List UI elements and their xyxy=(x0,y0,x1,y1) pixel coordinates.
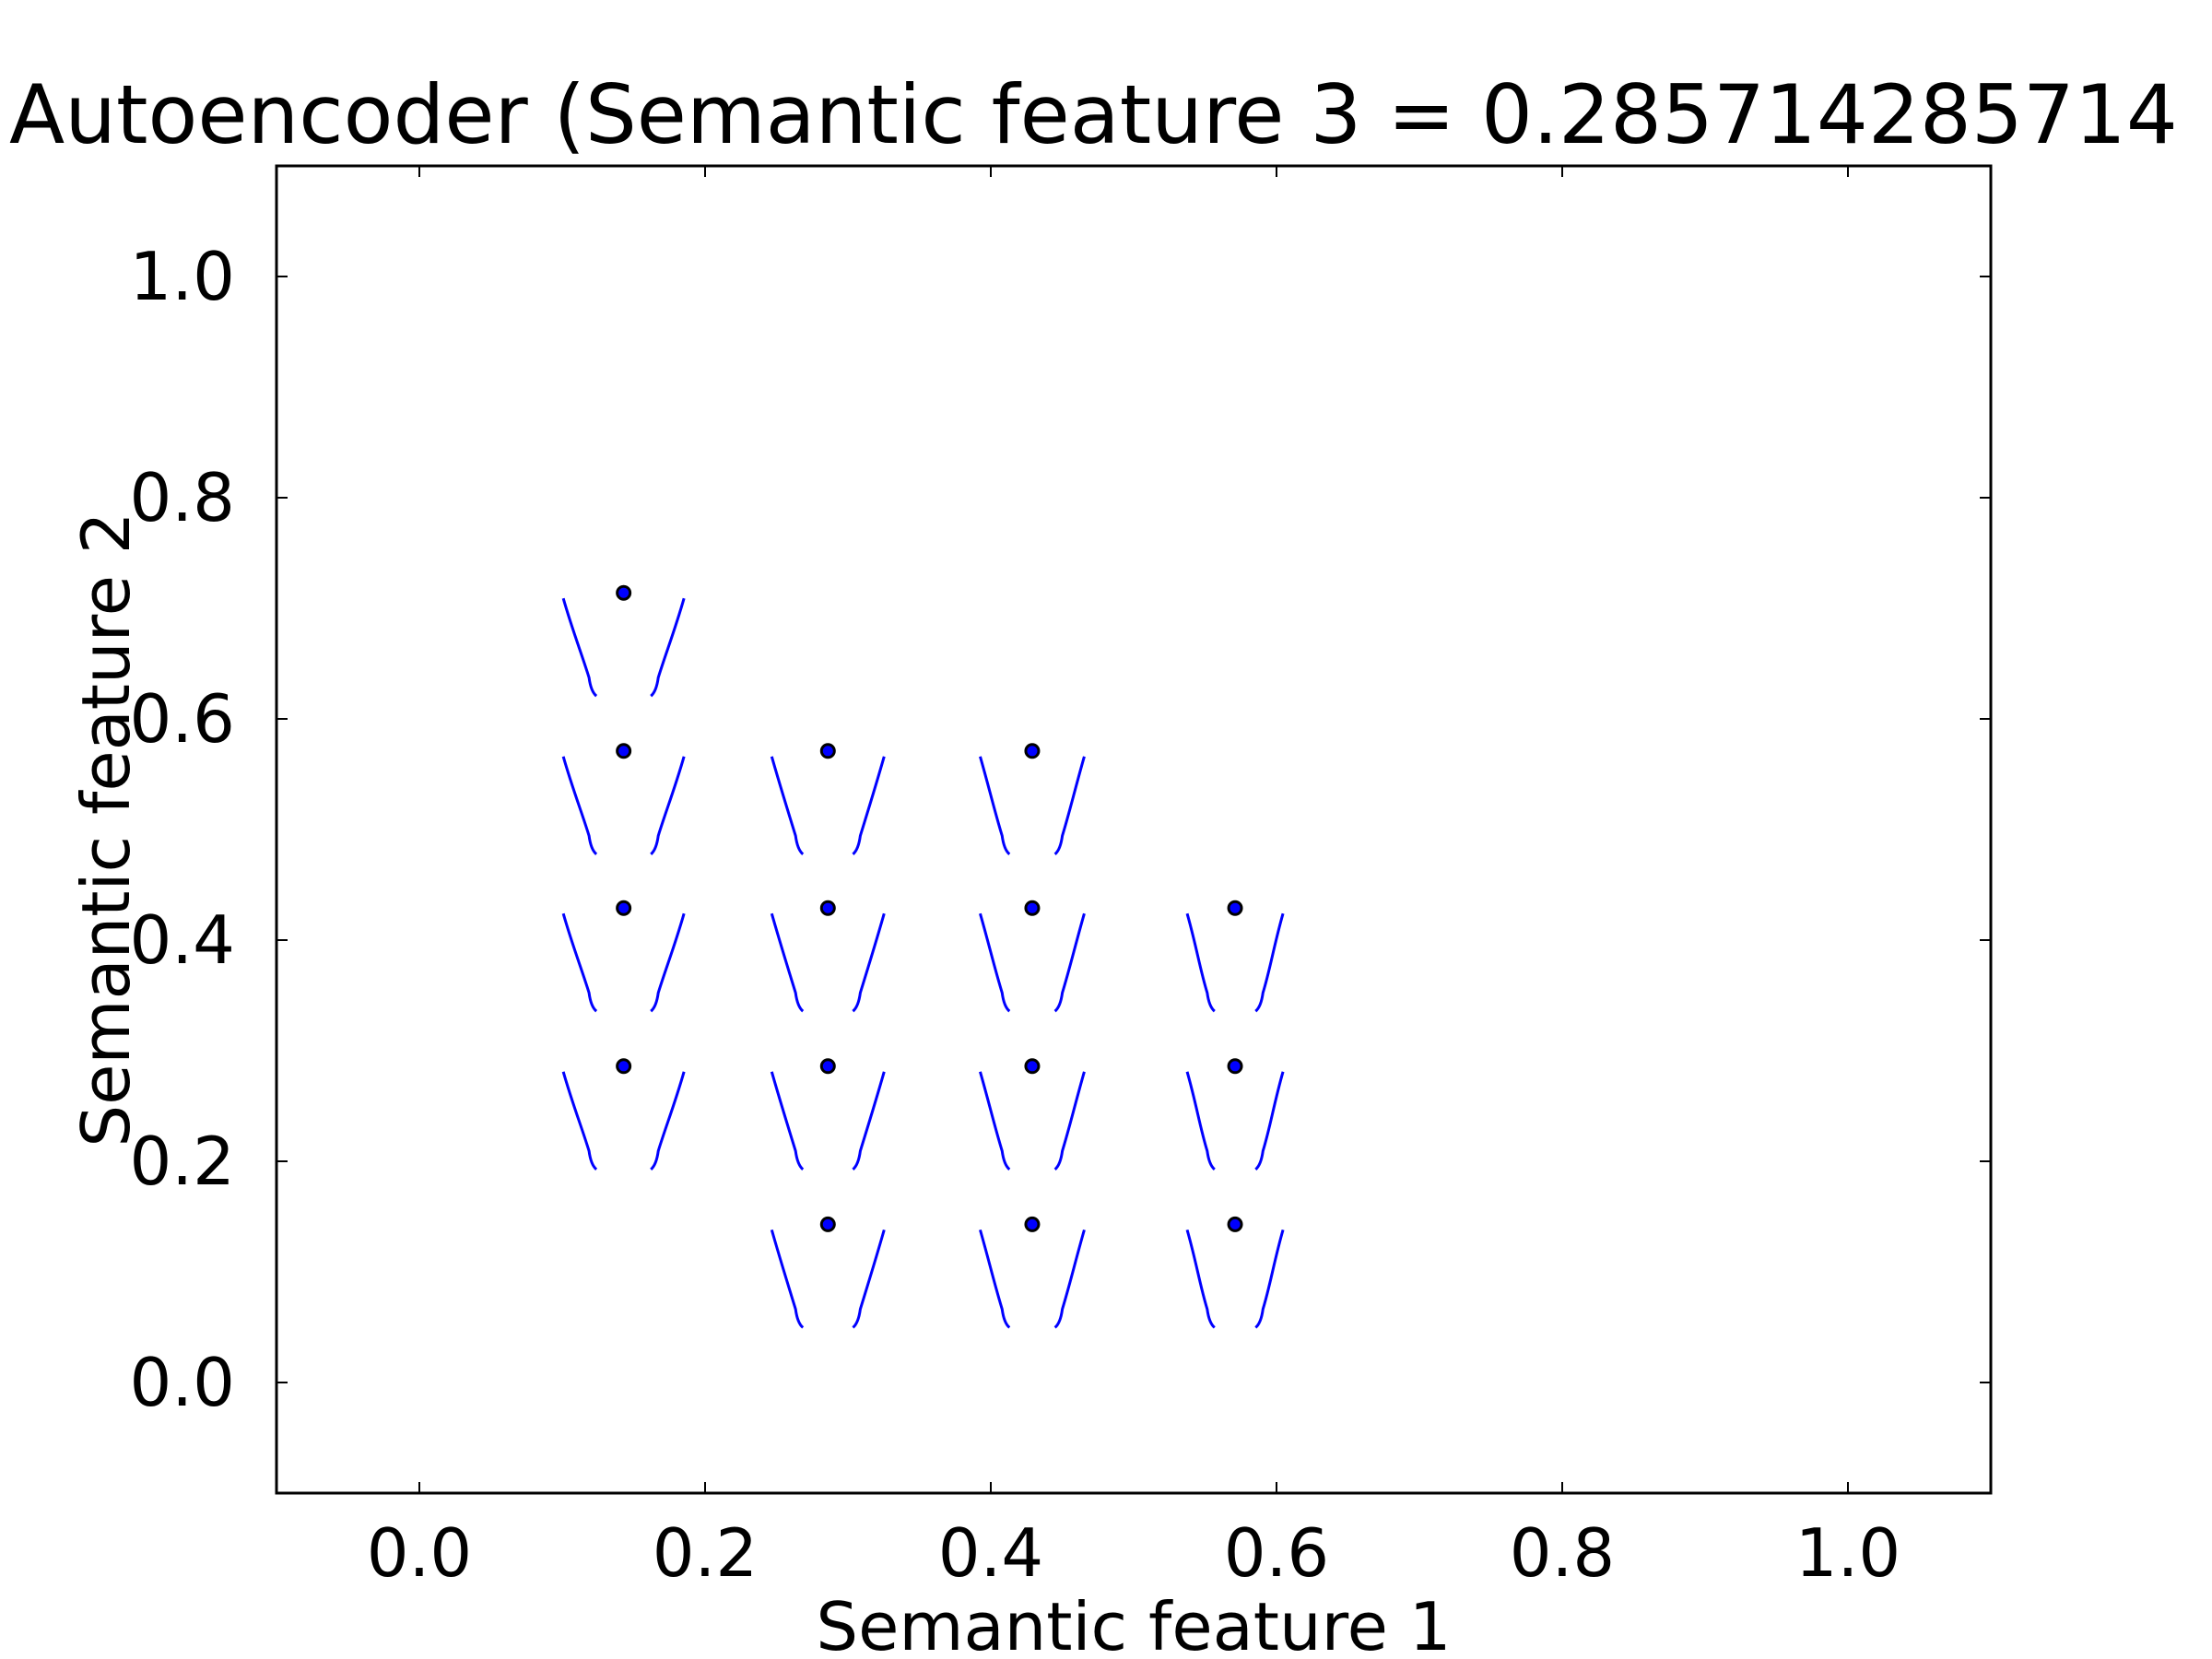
contour-left-stroke xyxy=(770,912,805,1013)
y-tick-label: 0.2 xyxy=(129,1123,235,1200)
data-point xyxy=(819,1216,836,1232)
contour-glyph xyxy=(979,1229,1086,1329)
x-axis-label: Semantic feature 1 xyxy=(816,1588,1451,1659)
contour-left-stroke xyxy=(561,597,598,698)
contour-left-stroke xyxy=(979,756,1011,855)
data-point xyxy=(616,743,632,759)
contour-right-stroke xyxy=(1254,1229,1285,1329)
contour-left-stroke xyxy=(770,1071,805,1171)
x-tick-label: 0.8 xyxy=(1510,1514,1616,1592)
contour-left-stroke xyxy=(561,1071,598,1171)
data-point xyxy=(1227,1216,1243,1232)
contour-left-stroke xyxy=(1185,912,1216,1013)
data-point xyxy=(1227,1058,1243,1075)
contour-glyph xyxy=(979,756,1086,855)
contour-glyph xyxy=(979,1071,1086,1171)
data-point xyxy=(1024,900,1041,916)
contour-right-stroke xyxy=(650,1071,686,1171)
contour-right-stroke xyxy=(852,1071,886,1171)
contour-left-stroke xyxy=(1185,1071,1216,1171)
contour-glyph xyxy=(770,1229,886,1329)
chart-title: Autoencoder (Semantic feature 3 = 0.2857… xyxy=(9,67,2178,162)
x-tick-label: 0.4 xyxy=(938,1514,1044,1592)
x-tick-label: 0.0 xyxy=(367,1514,473,1592)
contour-right-stroke xyxy=(852,1229,886,1329)
contour-right-stroke xyxy=(852,756,886,855)
contour-glyph xyxy=(561,756,686,855)
data-point xyxy=(616,584,632,601)
contour-glyph xyxy=(770,756,886,855)
y-axis-label: Semantic feature 2 xyxy=(67,512,145,1147)
contour-glyph xyxy=(770,1071,886,1171)
contour-left-stroke xyxy=(1185,1229,1216,1329)
data-point xyxy=(819,1058,836,1075)
contour-left-stroke xyxy=(561,756,598,855)
contour-right-stroke xyxy=(1254,1071,1285,1171)
contour-left-stroke xyxy=(979,1229,1011,1329)
contour-glyph xyxy=(561,1071,686,1171)
data-point xyxy=(819,743,836,759)
data-point xyxy=(616,1058,632,1075)
contour-glyph xyxy=(770,912,886,1013)
contour-glyph xyxy=(561,597,686,698)
contour-right-stroke xyxy=(852,912,886,1013)
data-point xyxy=(1227,900,1243,916)
contour-glyph xyxy=(1185,1071,1285,1171)
y-tick-label: 0.6 xyxy=(129,680,235,758)
contour-left-stroke xyxy=(561,912,598,1013)
contour-left-stroke xyxy=(770,1229,805,1329)
y-tick-label: 1.0 xyxy=(129,238,235,315)
data-point xyxy=(1024,743,1041,759)
contour-right-stroke xyxy=(1053,1071,1086,1171)
y-tick-label: 0.8 xyxy=(129,459,235,536)
contour-right-stroke xyxy=(1053,912,1086,1013)
contour-right-stroke xyxy=(650,912,686,1013)
contour-right-stroke xyxy=(1053,756,1086,855)
x-tick-label: 1.0 xyxy=(1795,1514,1901,1592)
plot-area xyxy=(561,584,1285,1329)
contour-left-stroke xyxy=(770,756,805,855)
data-point xyxy=(819,900,836,916)
contour-left-stroke xyxy=(979,1071,1011,1171)
axis-ticks: 0.0 0.2 0.4 0.6 0.8 1.0 0.0 0.2 0.4 0.6 0.8 1.0 xyxy=(129,166,1991,1592)
contour-right-stroke xyxy=(650,597,686,698)
plot-frame xyxy=(275,164,1993,1495)
contour-right-stroke xyxy=(1254,912,1285,1013)
y-tick-label: 0.0 xyxy=(129,1344,235,1421)
data-point xyxy=(616,900,632,916)
contour-glyph xyxy=(1185,912,1285,1013)
x-tick-label: 0.6 xyxy=(1224,1514,1330,1592)
contour-right-stroke xyxy=(650,756,686,855)
data-point xyxy=(1024,1216,1041,1232)
contour-glyph xyxy=(561,912,686,1013)
y-tick-label: 0.4 xyxy=(129,901,235,979)
contour-glyph xyxy=(1185,1229,1285,1329)
contour-left-stroke xyxy=(979,912,1011,1013)
data-point xyxy=(1024,1058,1041,1075)
contour-glyph xyxy=(979,912,1086,1013)
contour-right-stroke xyxy=(1053,1229,1086,1329)
x-tick-label: 0.2 xyxy=(653,1514,759,1592)
